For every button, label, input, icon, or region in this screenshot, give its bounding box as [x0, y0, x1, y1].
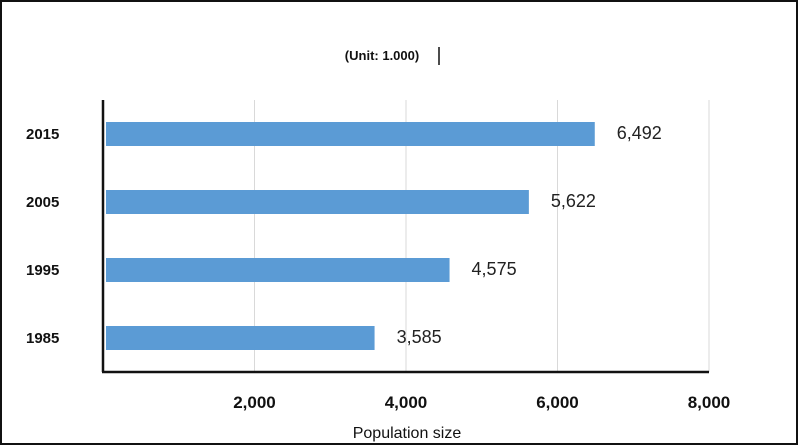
x-tick-labels: 2,000 4,000 6,000 8,000 [233, 393, 730, 412]
bar-2015 [106, 122, 595, 146]
data-label-2015: 6,492 [617, 123, 662, 143]
data-label-1995: 4,575 [472, 259, 517, 279]
category-label-2005: 2005 [26, 194, 59, 211]
category-labels: 2015 2005 1995 1985 [26, 126, 59, 347]
x-axis-title: Population size [353, 425, 462, 442]
unit-note: (Unit: 1.000) [345, 48, 419, 63]
x-tick-2,000: 2,000 [233, 393, 276, 412]
category-label-1985: 1985 [26, 330, 59, 347]
bar-1995 [106, 258, 450, 282]
x-tick-4,000: 4,000 [385, 393, 428, 412]
category-label-1995: 1995 [26, 262, 59, 279]
bars: 6,492 5,622 4,575 3,585 [106, 122, 662, 350]
x-tick-8,000: 8,000 [688, 393, 731, 412]
data-label-2005: 5,622 [551, 191, 596, 211]
bar-2005 [106, 190, 529, 214]
x-tick-6,000: 6,000 [536, 393, 579, 412]
bar-1985 [106, 326, 375, 350]
data-label-1985: 3,585 [397, 327, 442, 347]
category-label-2015: 2015 [26, 126, 59, 143]
